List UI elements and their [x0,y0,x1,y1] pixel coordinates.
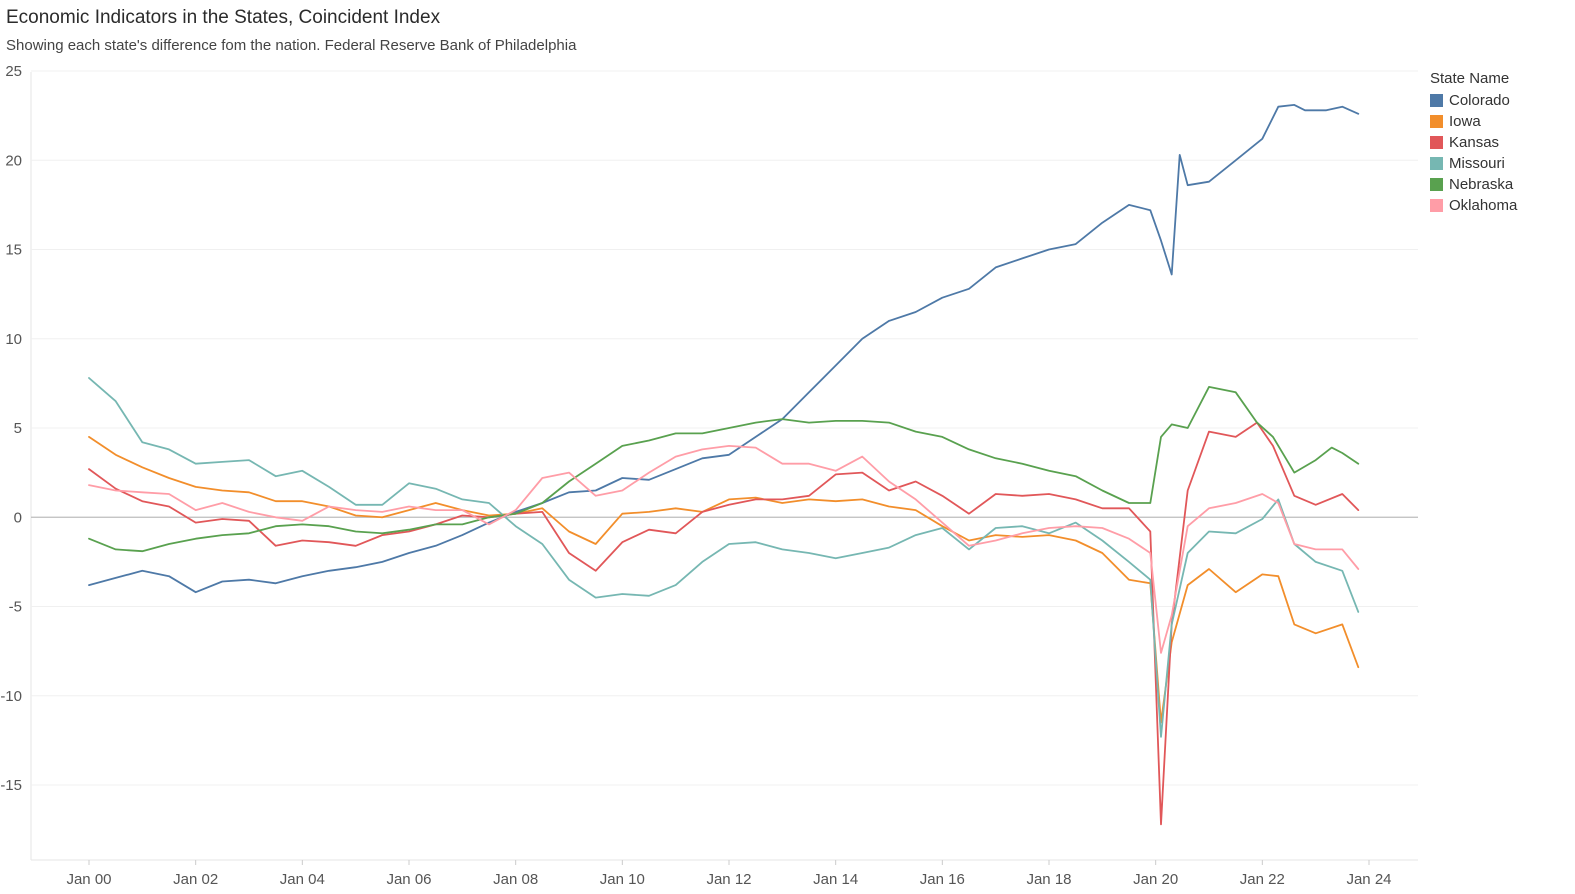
y-tick-label: -15 [0,777,22,794]
legend-swatch [1430,115,1443,128]
x-tick-label: Jan 00 [66,871,111,888]
x-tick-label: Jan 08 [493,871,538,888]
x-tick-label: Jan 18 [1026,871,1071,888]
legend-swatch [1430,136,1443,149]
legend-label: Missouri [1449,155,1505,172]
legend-label: Colorado [1449,92,1510,109]
legend-items: Colorado Iowa Kansas Missouri Nebraska Oklaho… [1430,90,1517,216]
legend-label: Kansas [1449,134,1500,151]
y-tick-label: 0 [14,509,22,526]
series-line-oklahoma [88,445,1360,654]
y-tick-label: 25 [5,63,22,80]
legend-swatch [1430,157,1443,170]
legend-item-kansas[interactable]: Kansas [1430,132,1517,153]
y-tick-label: 20 [5,152,22,169]
legend-label: Iowa [1449,113,1481,130]
chart-title: Economic Indicators in the States, Coinc… [6,7,441,28]
x-axis: Jan 00 Jan 02 Jan 04 Jan 06 Jan 08 Jan 10 Jan … [66,860,1392,888]
x-tick-label: Jan 12 [706,871,751,888]
legend-swatch [1430,178,1443,191]
series-lines [88,104,1360,826]
x-tick-label: Jan 06 [386,871,431,888]
x-tick-label: Jan 24 [1346,871,1391,888]
series-line-missouri [88,377,1360,738]
legend-item-iowa[interactable]: Iowa [1430,111,1517,132]
x-tick-label: Jan 20 [1133,871,1178,888]
x-tick-label: Jan 04 [280,871,325,888]
x-tick-label: Jan 22 [1240,871,1285,888]
x-tick-label: Jan 02 [173,871,218,888]
legend-item-nebraska[interactable]: Nebraska [1430,174,1517,195]
y-tick-label: -5 [9,599,22,616]
x-tick-label: Jan 10 [600,871,645,888]
gridlines [30,70,1418,861]
x-tick-label: Jan 14 [813,871,858,888]
legend-item-oklahoma[interactable]: Oklahoma [1430,195,1517,216]
legend-item-missouri[interactable]: Missouri [1430,153,1517,174]
series-line-nebraska [88,386,1360,553]
series-line-kansas [88,421,1360,826]
chart-subtitle: Showing each state's difference fom the … [6,37,577,54]
x-tick-label: Jan 16 [920,871,965,888]
y-axis: 25 20 15 10 5 0 -5 -10 -15 [0,63,22,794]
series-line-colorado [88,104,1360,594]
legend-swatch [1430,94,1443,107]
legend-item-colorado[interactable]: Colorado [1430,90,1517,111]
legend-title: State Name [1430,70,1510,87]
y-tick-label: -10 [0,688,22,705]
y-tick-label: 15 [5,242,22,259]
legend-swatch [1430,199,1443,212]
legend: State Name Colorado Iowa Kansas Missouri Neb… [1430,70,1517,216]
y-tick-label: 5 [14,420,22,437]
legend-label: Nebraska [1449,176,1514,193]
y-tick-label: 10 [5,331,22,348]
legend-label: Oklahoma [1449,197,1518,214]
